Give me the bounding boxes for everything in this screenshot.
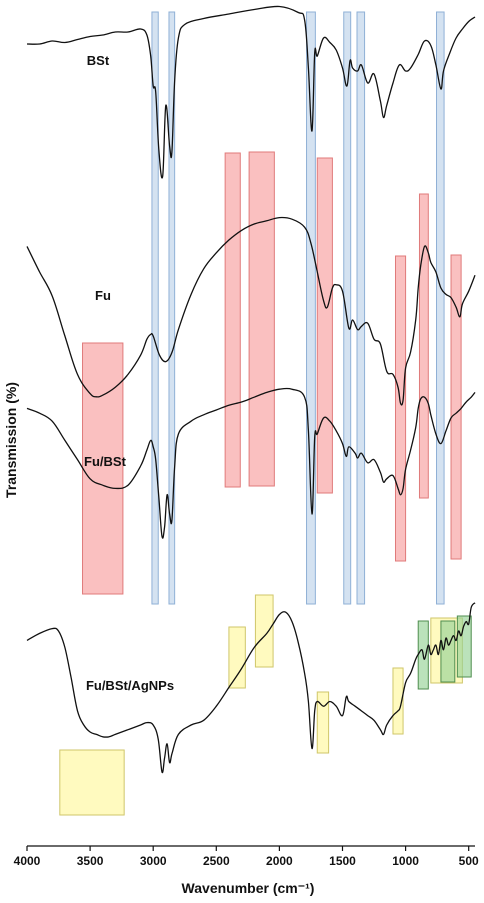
series-label-bst: BSt — [87, 53, 110, 68]
yellow-band-3 — [254, 594, 274, 668]
red-band-5 — [394, 255, 407, 562]
series-labels: BSt Fu Fu/BSt Fu/BSt/AgNPs — [84, 53, 174, 693]
red-band-1 — [82, 342, 124, 595]
x-tick-label-2500: 2500 — [203, 854, 230, 868]
x-axis: 4000 3500 3000 2500 2000 1500 1000 500 — [14, 845, 479, 868]
series-label-fu-bst-agnps: Fu/BSt/AgNPs — [86, 678, 174, 693]
series-label-fu-bst: Fu/BSt — [84, 454, 127, 469]
series-line-fu-bst — [26, 387, 476, 539]
x-tick-label-1000: 1000 — [392, 854, 419, 868]
x-tick-label-4000: 4000 — [14, 854, 41, 868]
red-band-7 — [450, 254, 462, 560]
green-band-3 — [456, 615, 472, 678]
blue-band-5 — [356, 11, 366, 605]
highlight-bands — [59, 11, 472, 816]
red-band-6 — [418, 193, 429, 499]
red-band-3 — [248, 151, 275, 487]
x-tick-label-500: 500 — [459, 854, 479, 868]
red-band-4 — [316, 157, 333, 494]
y-axis-label: Transmission (%) — [3, 382, 19, 498]
green-band-2 — [440, 620, 456, 683]
red-band-2 — [224, 152, 241, 488]
spectra — [26, 5, 476, 774]
x-tick-label-3000: 3000 — [140, 854, 167, 868]
series-line-bst — [26, 5, 476, 179]
series-line-fu — [26, 216, 476, 406]
blue-band-6 — [436, 11, 445, 605]
yellow-band-1 — [59, 749, 125, 816]
series-line-fu-bst-agnps — [26, 602, 476, 774]
x-tick-label-1500: 1500 — [329, 854, 356, 868]
x-tick-label-3500: 3500 — [77, 854, 104, 868]
blue-band-3 — [306, 11, 316, 605]
series-label-fu: Fu — [95, 288, 111, 303]
blue-band-1 — [151, 11, 159, 605]
yellow-band-5 — [392, 667, 404, 735]
yellow-band-2 — [228, 626, 246, 689]
blue-band-2 — [168, 11, 176, 605]
x-axis-label: Wavenumber (cm⁻¹) — [182, 880, 315, 896]
yellow-band-4 — [316, 691, 330, 754]
x-tick-label-2000: 2000 — [266, 854, 293, 868]
blue-band-4 — [343, 11, 352, 605]
